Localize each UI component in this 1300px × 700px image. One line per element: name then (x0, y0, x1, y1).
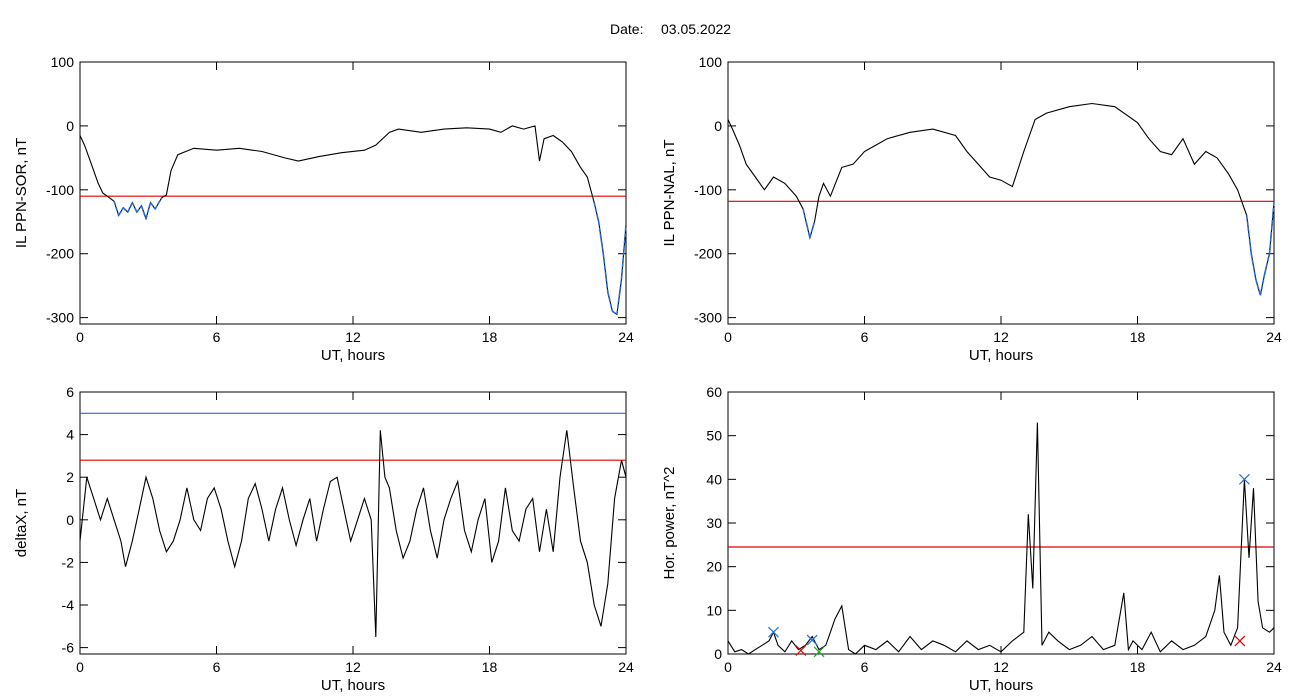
x-tick-label: 18 (482, 659, 498, 675)
x-axis-label: UT, hours (321, 347, 385, 364)
y-axis-label: deltaX, nT (13, 489, 30, 557)
highlight-segment (1245, 215, 1253, 254)
y-tick-label: 6 (66, 384, 74, 400)
x-marker (806, 634, 818, 646)
x-tick-label: 12 (345, 329, 361, 345)
highlight-segment (1268, 202, 1275, 254)
x-tick-label: 6 (861, 659, 869, 675)
y-tick-label: 4 (66, 427, 74, 443)
x-tick-label: 24 (1266, 659, 1282, 675)
date-label: Date: (610, 21, 643, 37)
y-tick-label: -2 (62, 554, 75, 570)
y-tick-label: -6 (62, 640, 75, 656)
y-axis-label: IL PPN-SOR, nT (13, 138, 30, 248)
x-tick-label: 6 (213, 659, 221, 675)
plot-frame (79, 61, 627, 325)
y-tick-label: -300 (46, 310, 74, 326)
highlight-segment (117, 207, 124, 216)
y-axis-label: IL PPN-NAL, nT (661, 140, 678, 247)
x-tick-label: 18 (1130, 659, 1146, 675)
highlight-segment (597, 221, 605, 254)
x-tick-label: 12 (993, 659, 1009, 675)
highlight-segment (131, 202, 138, 213)
date-value: 03.05.2022 (661, 21, 731, 37)
series-line (79, 430, 627, 638)
series-line (727, 422, 1275, 655)
plot-frame (727, 61, 1275, 325)
x-marker (813, 646, 825, 658)
highlight-segment (149, 202, 156, 210)
highlight-segment (602, 253, 609, 293)
x-tick-label: 0 (76, 659, 84, 675)
x-tick-label: 24 (618, 659, 634, 675)
x-tick-label: 6 (861, 329, 869, 345)
highlight-segment (620, 224, 627, 280)
series-line (79, 125, 627, 316)
highlight-segment (1264, 253, 1271, 274)
y-tick-label: 100 (51, 54, 75, 70)
highlight-segment (1259, 272, 1266, 296)
highlight-segment (113, 201, 120, 216)
highlight-segment (593, 202, 600, 222)
highlight-segment (136, 205, 143, 213)
y-tick-label: -200 (46, 246, 74, 262)
y-tick-label: 20 (706, 559, 722, 575)
highlight-segment (607, 291, 614, 312)
x-marker (768, 626, 779, 638)
y-tick-label: -300 (694, 310, 722, 326)
x-tick-label: 24 (1266, 329, 1282, 345)
y-axis-label: Hor. power, nT^2 (661, 467, 678, 580)
panel-il-nal: 0 6 12 18 24 -300 -200 -100 0 100 UT, hours IL PPN-… (661, 54, 1282, 364)
x-tick-label: 0 (76, 329, 84, 345)
x-tick-label: 18 (1130, 329, 1146, 345)
x-axis-label: UT, hours (969, 677, 1033, 694)
y-tick-label: -4 (62, 597, 75, 613)
y-tick-label: -200 (694, 246, 722, 262)
highlight-segment (1250, 253, 1257, 280)
x-tick-label: 0 (724, 659, 732, 675)
highlight-segment (122, 207, 129, 213)
highlight-segment (145, 202, 152, 219)
y-tick-label: 0 (66, 512, 74, 528)
x-tick-label: 12 (993, 329, 1009, 345)
y-tick-label: 0 (714, 118, 722, 134)
y-tick-label: 60 (706, 384, 722, 400)
highlight-segment (127, 202, 134, 213)
highlight-segment (140, 205, 147, 219)
plot-frame (727, 391, 1275, 655)
y-tick-label: 30 (706, 515, 722, 531)
y-tick-label: 0 (714, 646, 722, 662)
series-line (727, 102, 1275, 296)
x-tick-label: 6 (213, 329, 221, 345)
highlight-segment (809, 221, 816, 238)
x-axis-label: UT, hours (321, 677, 385, 694)
y-tick-label: 10 (706, 602, 722, 618)
x-tick-label: 12 (345, 659, 361, 675)
panel-il-sor: 0 6 12 18 24 -300 -200 -100 0 100 UT, hours IL PPN-… (13, 54, 634, 364)
highlight-segment (1255, 279, 1262, 296)
y-tick-label: 40 (706, 471, 722, 487)
x-tick-label: 18 (482, 329, 498, 345)
y-tick-label: 50 (706, 428, 722, 444)
highlight-segment (611, 310, 618, 316)
x-marker (1234, 635, 1246, 647)
highlight-segment (154, 197, 163, 210)
x-marker (795, 645, 807, 656)
panel-hor-power: 0 6 12 18 24 0 10 20 30 40 50 60 UT, hours Hor. power… (661, 384, 1282, 694)
y-tick-label: -100 (694, 182, 722, 198)
y-tick-label: -100 (46, 182, 74, 198)
x-axis-label: UT, hours (969, 347, 1033, 364)
x-marker (1239, 473, 1250, 485)
y-tick-label: 0 (66, 118, 74, 134)
highlight-segment (802, 208, 811, 238)
x-tick-label: 24 (618, 329, 634, 345)
x-tick-label: 0 (724, 329, 732, 345)
y-tick-label: 100 (699, 54, 723, 70)
y-tick-label: 2 (66, 469, 74, 485)
